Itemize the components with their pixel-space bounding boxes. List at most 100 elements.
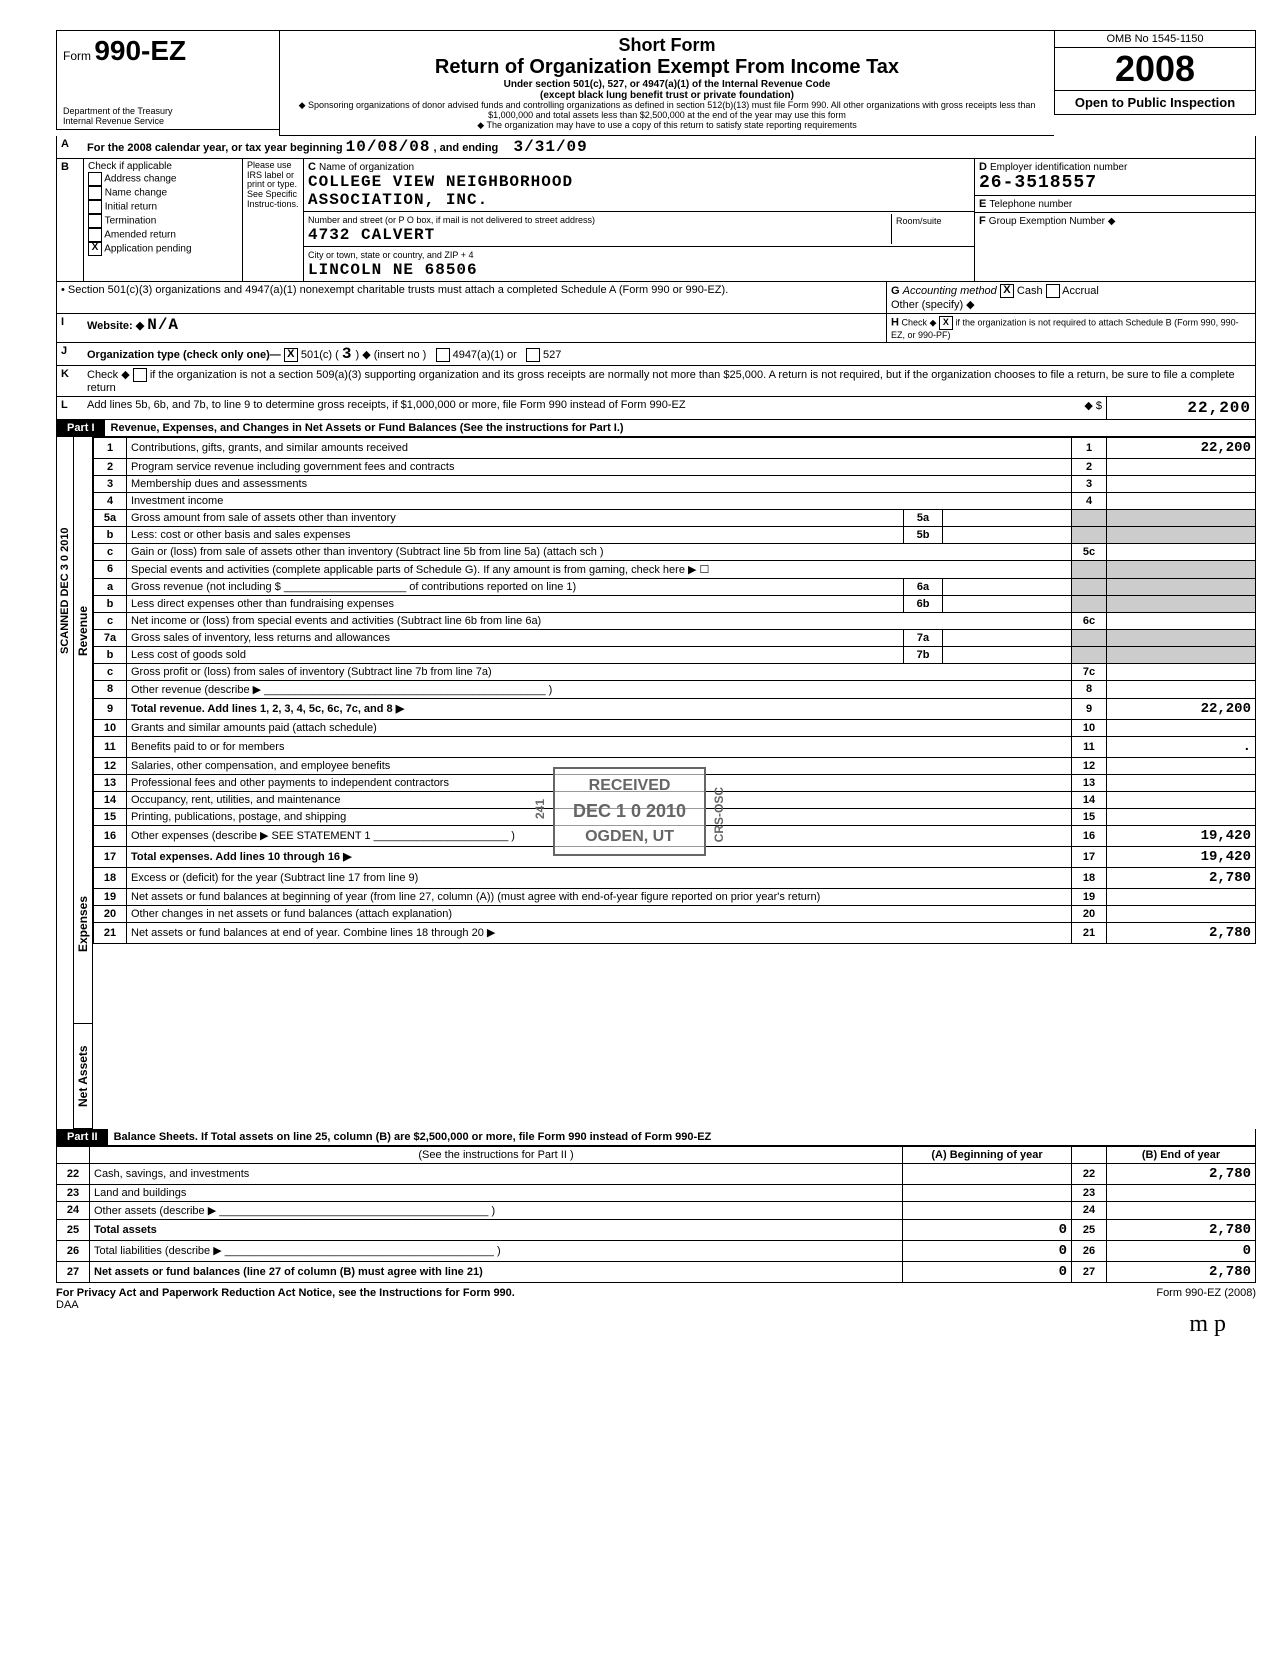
block-b-checkbox[interactable] (88, 200, 102, 214)
label-a: A (57, 136, 83, 158)
cash-checkbox[interactable]: X (1000, 284, 1014, 298)
block-b-checkbox[interactable] (88, 172, 102, 186)
label-j: J (57, 343, 83, 365)
accounting-method-lbl: Accounting method (903, 285, 997, 297)
and-ending: , and ending (433, 142, 498, 154)
label-l: L (57, 397, 83, 419)
table-row: 22Cash, savings, and investments222,780 (57, 1163, 1256, 1184)
table-row: bLess cost of goods sold7b (94, 646, 1256, 663)
header-left: Form 990-EZ Department of the Treasury I… (56, 30, 279, 130)
short-form-title: Short Form (288, 35, 1046, 56)
city-val: LINCOLN NE 68506 (308, 261, 478, 279)
table-row: bLess: cost or other basis and sales exp… (94, 526, 1256, 543)
col-b-header: (B) End of year (1107, 1146, 1256, 1163)
table-row: cNet income or (loss) from special event… (94, 612, 1256, 629)
entity-block: B Check if applicable Address change Nam… (56, 159, 1256, 282)
block-b-checkbox[interactable] (88, 214, 102, 228)
table-row: 2Program service revenue including gover… (94, 458, 1256, 475)
k-checkbox[interactable] (133, 368, 147, 382)
table-row: 27Net assets or fund balances (line 27 o… (57, 1261, 1256, 1282)
form-header: Form 990-EZ Department of the Treasury I… (56, 30, 1256, 136)
daa: DAA (56, 1299, 1256, 1311)
group-exempt-lbl: Group Exemption Number ◆ (989, 216, 1116, 227)
label-f: F (979, 215, 986, 227)
4947-checkbox[interactable] (436, 348, 450, 362)
room-suite: Room/suite (891, 214, 970, 244)
expenses-label: Expenses (74, 825, 92, 1024)
return-title: Return of Organization Exempt From Incom… (288, 56, 1046, 79)
block-b-item: Initial return (88, 200, 238, 214)
header-mid: Short Form Return of Organization Exempt… (279, 30, 1054, 136)
cash-label: Cash (1017, 285, 1043, 297)
block-b-checkbox[interactable] (88, 186, 102, 200)
table-row: 18Excess or (deficit) for the year (Subt… (94, 867, 1256, 888)
line-i-h: I Website: ◆ N/A H Check ◆ X if the orga… (56, 314, 1256, 343)
501c-checkbox[interactable]: X (284, 348, 298, 362)
block-b-checkbox[interactable]: X (88, 242, 102, 256)
omb-number: OMB No 1545-1150 (1055, 31, 1255, 48)
527-checkbox[interactable] (526, 348, 540, 362)
table-row: 23Land and buildings23 (57, 1184, 1256, 1201)
part-1-title: Revenue, Expenses, and Changes in Net As… (105, 420, 1255, 436)
table-row: aGross revenue (not including $ ________… (94, 578, 1256, 595)
block-b-item: X Application pending (88, 242, 238, 256)
block-g: G Accounting method X Cash Accrual Other… (886, 282, 1255, 313)
ein-val: 26-3518557 (979, 173, 1097, 193)
table-row: bLess direct expenses other than fundrai… (94, 595, 1256, 612)
please-use-irs: Please use IRS label or print or type. S… (243, 159, 304, 281)
block-b-item: Name change (88, 186, 238, 200)
line-l-text: Add lines 5b, 6b, and 7b, to line 9 to d… (83, 397, 1058, 419)
table-row: 19Net assets or fund balances at beginni… (94, 888, 1256, 905)
name-org-lbl: Name of organization (319, 162, 414, 173)
part-1-label: Part I (57, 420, 105, 436)
line-l: L Add lines 5b, 6b, and 7b, to line 9 to… (56, 397, 1256, 420)
line-k: K Check ◆ if the organization is not a s… (56, 366, 1256, 397)
label-e: E (979, 198, 986, 210)
table-row: 11Benefits paid to or for members11. (94, 736, 1256, 757)
label-b: B (57, 159, 84, 281)
label-i: I (57, 314, 83, 342)
street-val: 4732 CALVERT (308, 226, 435, 244)
table-row: 10Grants and similar amounts paid (attac… (94, 719, 1256, 736)
accrual-checkbox[interactable] (1046, 284, 1060, 298)
tax-year-end: 3/31/09 (514, 138, 588, 156)
tax-year-begin: 10/08/08 (346, 138, 431, 156)
table-row: 14Occupancy, rent, utilities, and mainte… (94, 791, 1256, 808)
copy-text: ◆ The organization may have to use a cop… (288, 121, 1046, 131)
line-a: A For the 2008 calendar year, or tax yea… (56, 136, 1256, 159)
table-row: 25Total assets0252,780 (57, 1219, 1256, 1240)
header-right: OMB No 1545-1150 2008 Open to Public Ins… (1054, 30, 1256, 115)
revenue-label: Revenue (74, 437, 92, 825)
table-row: 8Other revenue (describe ▶ _____________… (94, 680, 1256, 698)
page-footer: For Privacy Act and Paperwork Reduction … (56, 1283, 1256, 1299)
section-501-text: • Section 501(c)(3) organizations and 49… (57, 282, 886, 313)
org-name-2: ASSOCIATION, INC. (308, 191, 488, 209)
table-row: 9Total revenue. Add lines 1, 2, 3, 4, 5c… (94, 698, 1256, 719)
h-checkbox[interactable]: X (939, 316, 953, 330)
table-row: 13Professional fees and other payments t… (94, 774, 1256, 791)
table-row: 20Other changes in net assets or fund ba… (94, 905, 1256, 922)
table-row: 21Net assets or fund balances at end of … (94, 922, 1256, 943)
table-row: 26Total liabilities (describe ▶ ________… (57, 1240, 1256, 1261)
part-1-table: 1Contributions, gifts, grants, and simil… (93, 437, 1256, 944)
part-1-header: Part I Revenue, Expenses, and Changes in… (56, 420, 1256, 437)
part-2-header: Part II Balance Sheets. If Total assets … (56, 1129, 1256, 1146)
ein-lbl: Employer identification number (990, 162, 1127, 173)
table-row: cGain or (loss) from sale of assets othe… (94, 543, 1256, 560)
line-k-text: if the organization is not a section 509… (87, 369, 1235, 394)
scanned-label: SCANNED DEC 3 0 2010 (57, 437, 73, 745)
see-instructions: (See the instructions for Part II ) (90, 1146, 903, 1163)
website-val: N/A (147, 316, 179, 334)
block-b-checkbox[interactable] (88, 228, 102, 242)
city-lbl: City or town, state or country, and ZIP … (308, 250, 474, 260)
under-section: Under section 501(c), 527, or 4947(a)(1)… (288, 79, 1046, 90)
part-2-title: Balance Sheets. If Total assets on line … (108, 1129, 1255, 1145)
table-row: 16Other expenses (describe ▶ SEE STATEME… (94, 825, 1256, 846)
form-page: Form 990-EZ Department of the Treasury I… (56, 30, 1256, 1338)
handwritten-initials: m p (56, 1311, 1256, 1338)
website-lbl: Website: ◆ (87, 320, 144, 332)
table-row: cGross profit or (loss) from sales of in… (94, 663, 1256, 680)
phone-lbl: Telephone number (989, 199, 1072, 210)
table-row: 4Investment income4 (94, 492, 1256, 509)
block-h: H Check ◆ X if the organization is not r… (886, 314, 1255, 342)
